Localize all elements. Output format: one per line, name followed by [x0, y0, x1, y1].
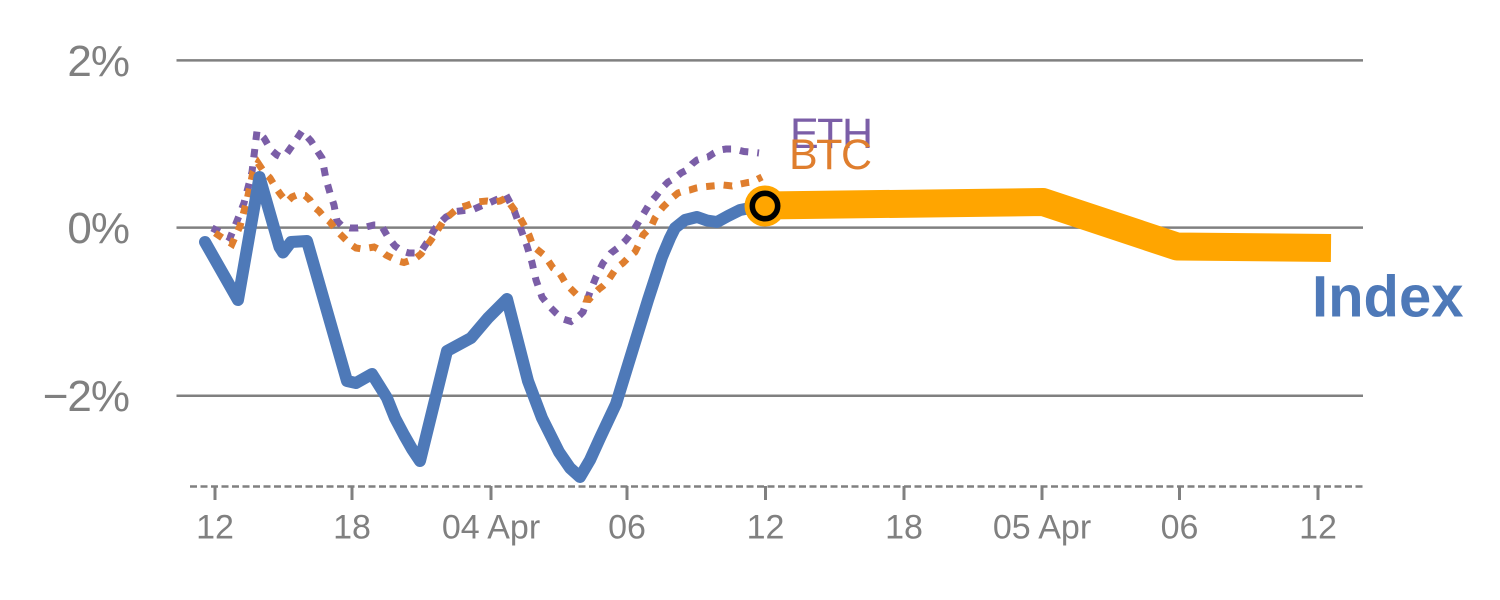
svg-text:06: 06 [608, 509, 646, 547]
svg-text:ETH: ETH [790, 110, 872, 158]
svg-text:−2%: −2% [43, 372, 129, 421]
svg-text:06: 06 [1161, 509, 1199, 547]
svg-text:18: 18 [333, 509, 371, 547]
svg-text:2%: 2% [67, 37, 129, 86]
svg-text:0%: 0% [67, 204, 129, 253]
svg-text:12: 12 [747, 509, 785, 547]
svg-text:BTC: BTC [789, 131, 871, 179]
svg-text:05 Apr: 05 Apr [993, 509, 1091, 547]
svg-text:04 Apr: 04 Apr [442, 509, 540, 547]
svg-text:18: 18 [885, 509, 923, 547]
svg-text:12: 12 [1299, 509, 1337, 547]
svg-text:12: 12 [196, 509, 234, 547]
svg-text:Index: Index [1312, 265, 1464, 330]
